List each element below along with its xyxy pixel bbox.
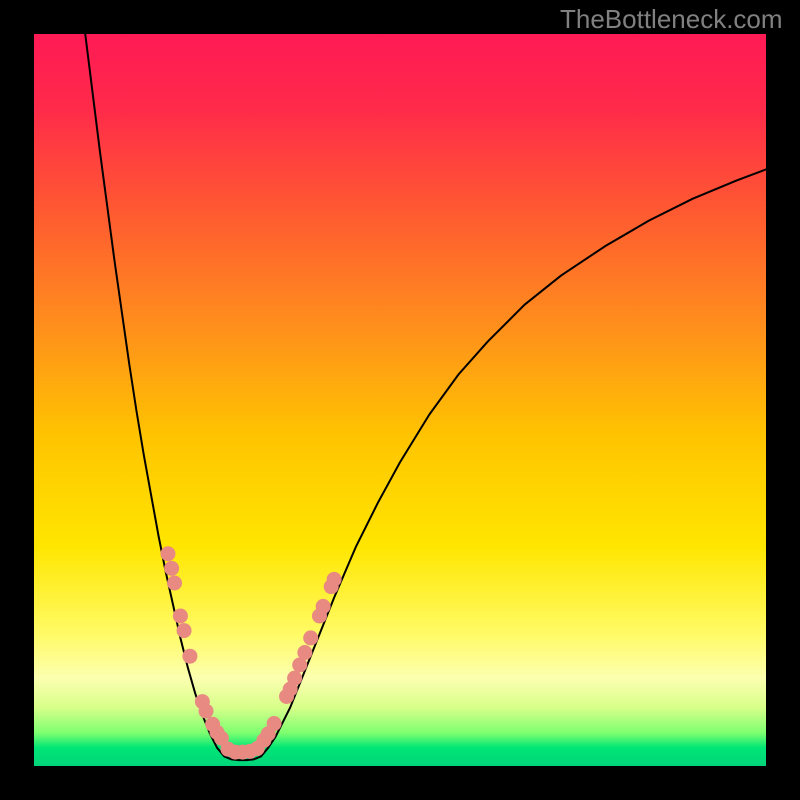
curve-marker	[167, 576, 182, 591]
plot-svg	[34, 34, 766, 766]
curve-marker	[164, 561, 179, 576]
curve-marker	[287, 671, 302, 686]
curve-marker	[316, 599, 331, 614]
curve-marker	[297, 645, 312, 660]
chart-canvas: TheBottleneck.com	[0, 0, 800, 800]
plot-area	[34, 34, 766, 766]
curve-marker	[160, 546, 175, 561]
plot-background	[34, 34, 766, 766]
curve-marker	[199, 704, 214, 719]
curve-marker	[267, 716, 282, 731]
curve-marker	[303, 630, 318, 645]
curve-marker	[327, 572, 342, 587]
watermark-text: TheBottleneck.com	[560, 4, 783, 35]
curve-marker	[177, 623, 192, 638]
curve-marker	[182, 649, 197, 664]
curve-marker	[173, 608, 188, 623]
